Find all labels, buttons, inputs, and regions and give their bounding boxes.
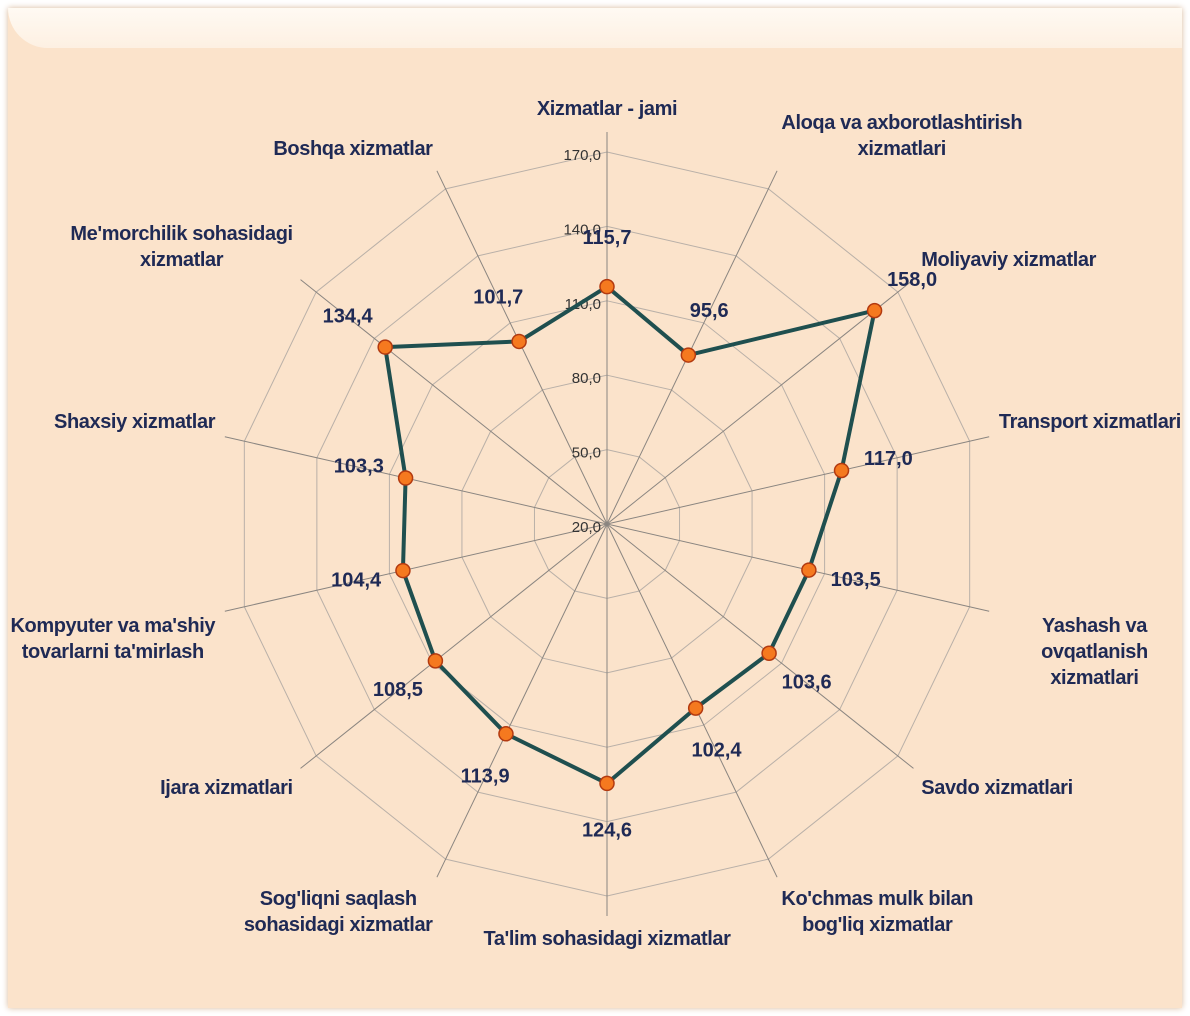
category-label: Yashash va ovqatlanish xizmatlari — [1041, 615, 1148, 690]
marker — [395, 562, 411, 579]
value-label: 102,4 — [691, 740, 742, 762]
category-label: Transport xizmatlari — [998, 410, 1181, 433]
value-label: 134,4 — [323, 305, 374, 327]
value-label: 115,7 — [583, 227, 632, 249]
category-label: Me'morchilik sohasidagi xizmatlar — [70, 223, 293, 272]
panel — [8, 8, 1182, 1008]
spoke — [606, 279, 914, 525]
spoke — [606, 436, 990, 525]
value-label: 113,9 — [461, 765, 510, 787]
marker — [866, 302, 883, 319]
marker — [761, 645, 777, 662]
tick-label: 140,0 — [563, 221, 601, 238]
category-label: Sog'liqni saqlash sohasidagi xizmatlar — [243, 888, 433, 937]
category-label: Ta'lim sohasidagi xizmatlar — [483, 928, 731, 950]
spoke — [224, 523, 608, 612]
spoke — [300, 279, 608, 525]
marker — [687, 700, 704, 716]
category-label: Ijara xizmatlari — [160, 776, 293, 799]
tick-label: 20,0 — [572, 519, 601, 536]
spoke — [606, 523, 990, 612]
spoke — [606, 523, 914, 769]
marker — [377, 339, 393, 355]
value-label: 104,4 — [331, 570, 382, 592]
spoke — [606, 523, 778, 878]
marker — [511, 333, 527, 350]
category-label: Shaxsiy xizmatlar — [54, 410, 216, 433]
category-label: Moliyaviy xizmatlar — [921, 249, 1096, 272]
category-label: Kompyuter va ma'shiy tovarlarni ta'mirla… — [10, 615, 216, 664]
category-label: Boshqa xizmatlar — [273, 137, 433, 160]
marker — [680, 347, 697, 363]
marker — [833, 462, 850, 479]
value-label: 103,5 — [831, 569, 881, 591]
tick-label: 80,0 — [572, 370, 601, 387]
value-label: 95,6 — [690, 300, 729, 322]
top-bar — [8, 8, 1182, 48]
marker — [599, 775, 615, 792]
value-label: 103,3 — [334, 456, 384, 478]
value-label: 117,0 — [864, 448, 913, 470]
tick-label: 50,0 — [572, 445, 601, 462]
marker — [498, 726, 514, 742]
spoke — [300, 523, 608, 769]
marker — [397, 470, 414, 486]
value-label: 108,5 — [373, 679, 423, 701]
series-line — [383, 284, 877, 786]
spoke — [606, 170, 778, 525]
value-label: 103,6 — [782, 671, 832, 693]
spoke — [224, 436, 608, 525]
marker — [427, 653, 444, 669]
value-label: 124,6 — [582, 820, 632, 842]
category-label: Savdo xizmatlari — [921, 776, 1073, 799]
value-label: 158,0 — [887, 269, 937, 291]
spoke — [436, 523, 608, 878]
tick-label: 170,0 — [563, 147, 601, 164]
category-label: Xizmatlar - jami — [536, 98, 678, 120]
category-label: Aloqa va axborotlashtirish xizmatlari — [781, 111, 1023, 160]
value-label: 101,7 — [473, 286, 523, 308]
marker — [801, 562, 817, 578]
marker — [599, 278, 615, 295]
category-label: Ko'chmas mulk bilan bog'liq xizmatlar — [781, 888, 974, 937]
